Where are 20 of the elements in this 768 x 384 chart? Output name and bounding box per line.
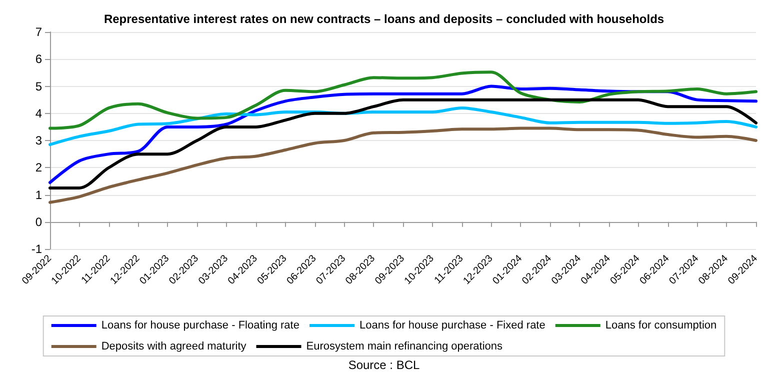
y-tick-label: 1 — [35, 188, 42, 202]
line-series — [48, 84, 758, 184]
source-note: Source : BCL — [348, 358, 420, 372]
y-tick-label: 6 — [35, 52, 42, 66]
y-tick-label: 3 — [35, 134, 42, 148]
line-series — [48, 98, 758, 190]
y-tick-label: -1 — [31, 242, 42, 256]
y-tick-label: 7 — [35, 25, 42, 39]
y-tick-label: 5 — [35, 79, 42, 94]
line-series — [48, 70, 758, 130]
chart-title: Representative interest rates on new contracts – loans and deposits – concluded with households — [104, 12, 664, 26]
legend-label: Loans for house purchase - Fixed rate — [359, 320, 546, 332]
legend-label: Eurosystem main refinancing operations — [306, 340, 504, 352]
y-tick-label: 4 — [35, 106, 42, 120]
legend-label: Loans for consumption — [605, 320, 717, 332]
legend-label: Loans for house purchase - Floating rate — [101, 320, 300, 332]
y-tick-label: 2 — [35, 160, 42, 175]
line-series — [48, 126, 758, 204]
y-tick-label: 0 — [35, 214, 42, 229]
legend-label: Deposits with agreed maturity — [101, 340, 247, 352]
